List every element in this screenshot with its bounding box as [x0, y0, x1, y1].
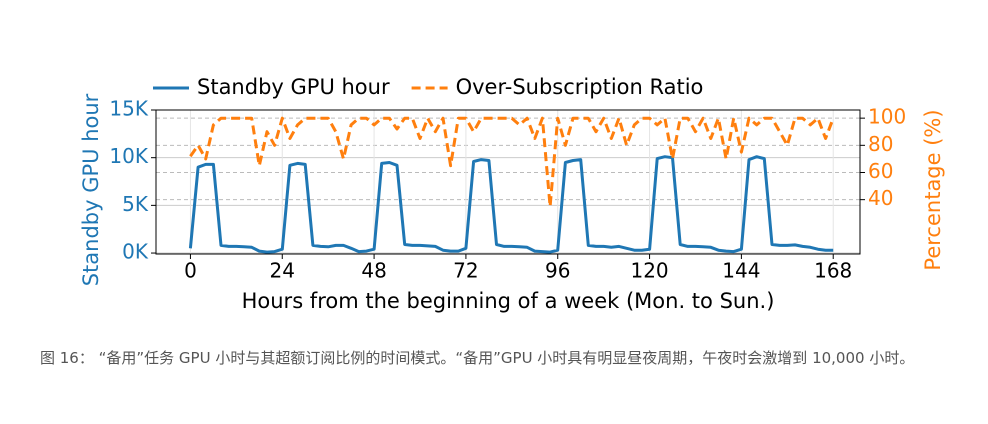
y2-tick-label: 100: [868, 105, 906, 129]
x-tick-label: 144: [722, 259, 760, 283]
y-tick-label: 10K: [109, 144, 148, 168]
x-tick-label: 24: [270, 259, 295, 283]
legend-label: Standby GPU hour: [197, 75, 390, 99]
y2-axis-label: Percentage (%): [921, 109, 945, 270]
y2-tick-label: 80: [868, 132, 893, 156]
x-tick-label: 48: [361, 259, 386, 283]
legend-label: Over-Subscription Ratio: [456, 75, 704, 99]
y-tick-label: 0K: [122, 240, 149, 264]
series-line: [189, 116, 835, 208]
chart: Standby GPU hour Percentage (%) Hours fr…: [79, 75, 945, 313]
x-axis-label: Hours from the beginning of a week (Mon.…: [242, 289, 775, 313]
y2-tick-label: 60: [868, 159, 893, 183]
series-line: [188, 155, 834, 254]
x-tick-label: 72: [453, 259, 478, 283]
caption: 图 16： “备用”任务 GPU 小时与其超额订阅比例的时间模式。“备用”GPU…: [40, 349, 915, 367]
x-tick-label: 168: [814, 259, 852, 283]
x-tick-label: 120: [630, 259, 668, 283]
x-tick-label: 0: [184, 259, 197, 283]
y-tick-label: 15K: [109, 97, 148, 121]
y-tick-label: 5K: [122, 192, 149, 216]
x-tick-label: 96: [545, 259, 570, 283]
plot-frame: [155, 109, 861, 255]
y2-tick-label: 40: [868, 186, 893, 210]
y-axis-label: Standby GPU hour: [79, 93, 103, 286]
